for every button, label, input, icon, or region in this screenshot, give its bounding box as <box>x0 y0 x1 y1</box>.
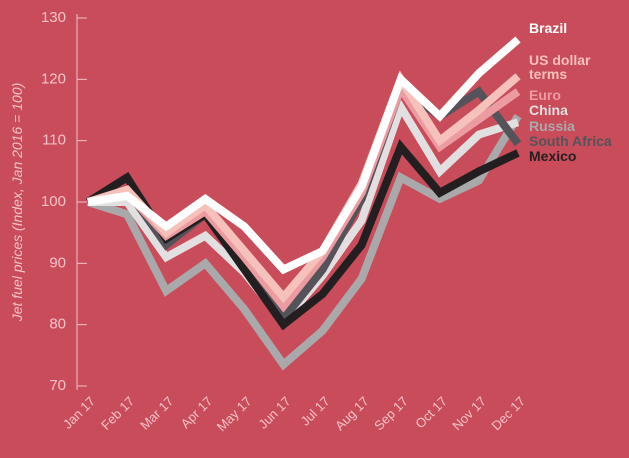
y-axis-label: Jet fuel prices (Index, Jan 2016 = 100) <box>9 83 25 323</box>
y-tick-label: 110 <box>42 132 66 149</box>
x-tick-label: Sep 17 <box>371 394 411 434</box>
y-tick-label: 80 <box>49 316 66 333</box>
legend-label: Mexico <box>529 148 577 164</box>
x-tick-label: Dec 17 <box>488 394 528 434</box>
y-tick-label: 100 <box>41 193 66 210</box>
x-tick-label: May 17 <box>214 394 255 435</box>
legend-label: China <box>529 102 568 118</box>
x-tick-label: Jan 17 <box>60 394 98 432</box>
x-tick-label: Aug 17 <box>332 394 372 434</box>
series-line <box>86 114 522 371</box>
legend-label: US dollar terms <box>529 52 591 82</box>
legend-label: Russia <box>529 118 575 134</box>
y-tick-label: 90 <box>49 254 66 271</box>
y-tick-label: 70 <box>49 377 66 394</box>
series-line <box>87 36 521 275</box>
x-tick-label: Mar 17 <box>137 394 176 433</box>
y-tick-label: 120 <box>41 70 66 87</box>
legend-label: South Africa <box>529 133 612 149</box>
x-tick-label: Nov 17 <box>449 394 489 434</box>
y-tick-label: 130 <box>41 9 66 26</box>
x-tick-label: Feb 17 <box>98 394 137 433</box>
x-tick-label: Oct 17 <box>412 394 450 432</box>
x-tick-label: Jun 17 <box>255 394 293 432</box>
x-tick-label: Apr 17 <box>178 394 216 432</box>
legend-label: Brazil <box>529 20 568 36</box>
legend-label: Euro <box>529 87 561 103</box>
x-tick-label: Jul 17 <box>298 394 333 429</box>
